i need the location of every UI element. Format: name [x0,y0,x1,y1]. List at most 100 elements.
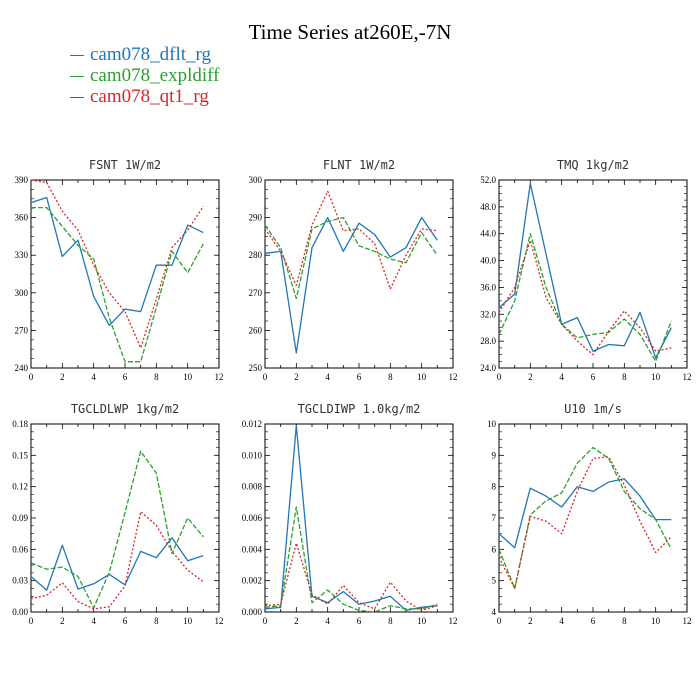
y-tick-label: 0.010 [242,450,263,460]
plot-frame [30,179,220,369]
y-tick-label: 280 [249,250,263,260]
x-tick-label: 4 [559,372,564,382]
legend-swatch [70,55,84,57]
series-line-cam078_qt1_rg [498,239,672,356]
x-tick-label: 0 [497,372,502,382]
y-tick-label: 10 [487,419,497,429]
legend-label: cam078_qt1_rg [90,86,209,107]
y-tick-label: 300 [249,175,263,185]
y-tick-label: 0.004 [242,544,263,554]
series-line-cam078_qt1_rg [264,542,438,612]
series-line-cam078_expldiff [31,206,204,363]
series-line-cam078_dflt_rg [264,216,438,354]
x-tick-label: 2 [294,372,299,382]
x-tick-label: 10 [183,372,193,382]
y-tick-label: 4 [492,607,497,617]
x-tick-label: 2 [528,372,533,382]
y-tick-label: 6 [492,544,497,554]
y-tick-label: 36.0 [480,282,496,292]
y-tick-label: 28.0 [480,336,496,346]
y-tick-label: 0.09 [12,513,28,523]
chart-panel: FSNT 1W/m2 0 2 4 6 8 10 12 240 270 300 330 360 390 [15,158,224,382]
y-tick-label: 0.002 [242,576,262,586]
x-tick-label: 8 [388,372,393,382]
legend-item: cam078_qt1_rg [70,86,219,107]
y-tick-label: 5 [492,576,497,586]
y-tick-label: 0.006 [242,513,263,523]
y-tick-label: 40.0 [480,256,496,266]
series-line-cam078_dflt_rg [30,537,204,591]
legend-item: cam078_expldiff [70,65,219,86]
y-tick-label: 8 [492,482,497,492]
x-tick-label: 0 [497,616,502,626]
x-tick-label: 12 [683,616,692,626]
panel-title: TMQ 1kg/m2 [557,158,629,172]
panel-title: U10 1m/s [564,402,622,416]
plot-frame [264,179,454,369]
y-tick-label: 48.0 [480,202,496,212]
x-tick-label: 0 [29,616,34,626]
y-tick-label: 250 [249,363,263,373]
x-tick-label: 10 [417,616,427,626]
x-tick-label: 6 [123,616,128,626]
x-tick-label: 4 [325,616,330,626]
y-tick-label: 7 [492,513,497,523]
x-tick-label: 2 [294,616,299,626]
y-tick-label: 24.0 [480,363,496,373]
y-tick-label: 32.0 [480,309,496,319]
x-tick-label: 12 [449,616,458,626]
x-tick-label: 10 [417,372,427,382]
series-line-cam078_qt1_rg [264,190,438,290]
y-tick-label: 360 [15,213,29,223]
x-tick-label: 10 [651,372,661,382]
y-tick-label: 260 [249,325,263,335]
y-tick-label: 270 [15,325,29,335]
y-tick-label: 0.008 [242,482,263,492]
x-tick-label: 4 [325,372,330,382]
series-line-cam078_qt1_rg [30,179,204,349]
panel-title: FSNT 1W/m2 [89,158,161,172]
panel-title: TGCLDIWP 1.0kg/m2 [298,402,421,416]
series-line-cam078_expldiff [264,216,438,300]
series-line-cam078_expldiff [30,450,204,609]
series-line-cam078_expldiff [498,446,672,590]
x-tick-label: 2 [528,616,533,626]
y-tick-label: 0.00 [12,607,28,617]
y-tick-label: 0.000 [242,607,263,617]
y-tick-label: 330 [15,250,29,260]
x-tick-label: 0 [263,616,268,626]
y-tick-label: 270 [249,288,263,298]
chart-panel: TGCLDIWP 1.0kg/m2 0 2 4 6 8 10 12 0.000 0.002 0.00… [242,402,458,626]
series-line-cam078_dflt_rg [30,196,204,327]
legend-label: cam078_expldiff [90,65,220,86]
plot-frame [498,423,688,613]
x-tick-label: 12 [449,372,458,382]
panel-title: FLNT 1W/m2 [323,158,395,172]
x-tick-label: 4 [559,616,564,626]
y-tick-label: 0.03 [12,576,28,586]
legend-swatch [70,76,84,78]
chart-panel: U10 1m/s 0 2 4 6 8 10 12 4 5 6 7 8 9 10 [487,402,692,626]
series-line-cam078_qt1_rg [498,456,672,590]
y-tick-label: 44.0 [480,229,496,239]
x-tick-label: 10 [651,616,661,626]
x-tick-label: 6 [357,616,362,626]
panel-title: TGCLDLWP 1kg/m2 [71,402,179,416]
chart-panel: TMQ 1kg/m2 0 2 4 6 8 10 12 24.0 28.0 32.0 36.0 40.0 4… [480,158,691,382]
x-tick-label: 12 [683,372,692,382]
x-tick-label: 8 [388,616,393,626]
chart-title: Time Series at260E,-7N [248,20,452,44]
x-tick-label: 0 [29,372,34,382]
x-tick-label: 4 [91,616,96,626]
y-tick-label: 390 [15,175,29,185]
y-tick-label: 52.0 [480,175,496,185]
y-tick-label: 0.012 [242,419,262,429]
x-tick-label: 8 [622,616,627,626]
x-tick-label: 10 [183,616,193,626]
x-tick-label: 4 [91,372,96,382]
x-tick-label: 6 [123,372,128,382]
y-tick-label: 0.18 [12,419,28,429]
x-tick-label: 8 [154,372,159,382]
x-tick-label: 2 [60,616,65,626]
